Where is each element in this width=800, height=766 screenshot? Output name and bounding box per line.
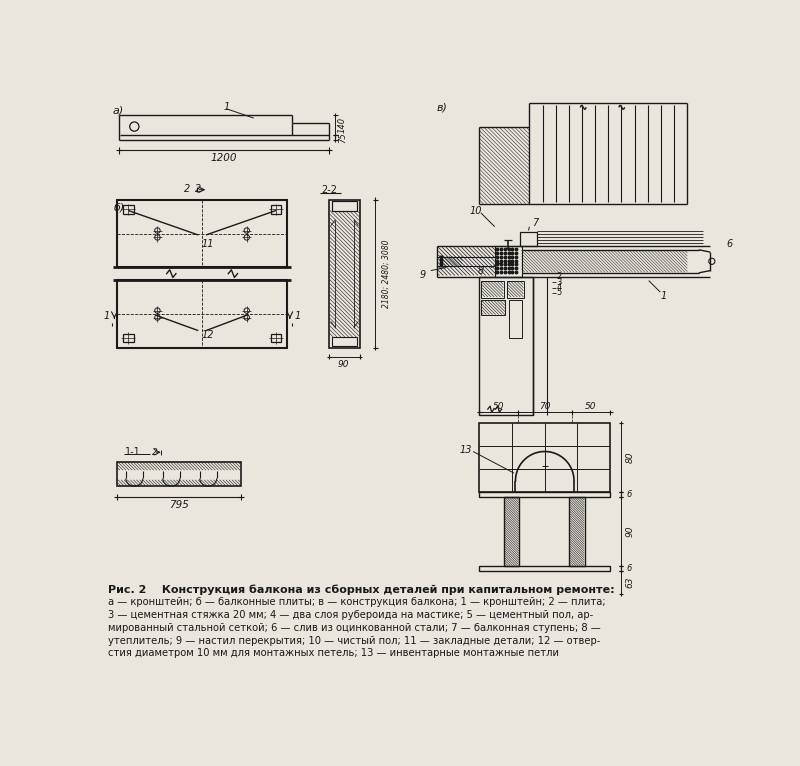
Text: 6: 6 (726, 239, 733, 249)
Text: 140: 140 (338, 117, 346, 133)
Text: 1200: 1200 (210, 153, 238, 163)
Text: 13: 13 (459, 445, 472, 455)
Text: 1: 1 (103, 311, 110, 321)
Text: 4: 4 (557, 283, 562, 292)
Text: 2180; 2480; 3080: 2180; 2480; 3080 (382, 240, 390, 308)
Text: 5: 5 (557, 288, 562, 297)
Text: 90: 90 (626, 525, 634, 537)
Text: 2-2: 2-2 (321, 185, 337, 195)
Text: 2: 2 (183, 184, 190, 194)
Text: Рис. 2    Конструкция балкона из сборных деталей при капитальном ремонте:: Рис. 2 Конструкция балкона из сборных де… (108, 584, 614, 595)
Text: 50: 50 (586, 401, 597, 411)
Text: мированный стальной сеткой; 6 — слив из оцинкованной стали; 7 — балконная ступен: мированный стальной сеткой; 6 — слив из … (108, 623, 601, 633)
Text: 7: 7 (532, 218, 538, 228)
Bar (507, 280, 524, 297)
Bar (504, 497, 519, 566)
Text: 70: 70 (539, 401, 550, 411)
Text: 2: 2 (557, 272, 562, 281)
Bar (570, 497, 585, 566)
Bar (494, 246, 522, 277)
Bar (479, 493, 610, 497)
Text: 9: 9 (420, 270, 426, 280)
Text: 3: 3 (557, 277, 562, 286)
Bar (509, 300, 522, 339)
Text: а — кронштейн; б — балконные плиты; в — конструкция балкона; 1 — кронштейн; 2 — : а — кронштейн; б — балконные плиты; в — … (108, 597, 606, 607)
Bar (118, 280, 287, 348)
Bar (122, 205, 134, 214)
Text: 8: 8 (478, 266, 484, 276)
Bar (479, 277, 534, 415)
Text: а): а) (113, 105, 124, 115)
Text: 795: 795 (169, 499, 189, 509)
Text: 1: 1 (661, 291, 667, 301)
Text: 6: 6 (626, 490, 631, 499)
Bar (118, 462, 241, 486)
Text: 1-1: 1-1 (125, 447, 141, 457)
Bar (479, 423, 610, 493)
Bar (481, 300, 506, 316)
Text: 2: 2 (151, 448, 158, 457)
Text: 50: 50 (493, 401, 504, 411)
Text: 80: 80 (626, 452, 634, 463)
Text: 10: 10 (469, 206, 482, 216)
Bar (481, 280, 504, 297)
Text: 63: 63 (626, 577, 634, 588)
Bar (122, 334, 134, 342)
Text: стия диаметром 10 мм для монтажных петель; 13 — инвентарные монтажные петли: стия диаметром 10 мм для монтажных петел… (108, 648, 559, 658)
Text: 6: 6 (626, 564, 631, 573)
Bar (332, 337, 357, 346)
Text: б): б) (114, 202, 125, 212)
Text: 2: 2 (195, 184, 202, 194)
Bar (118, 200, 287, 267)
Text: 3 — цементная стяжка 20 мм; 4 — два слоя рубероида на мастике; 5 — цементный пол: 3 — цементная стяжка 20 мм; 4 — два слоя… (108, 611, 594, 620)
Bar (270, 205, 282, 214)
Bar (329, 200, 360, 348)
Text: утеплитель; 9 — настил перекрытия; 10 — чистый пол; 11 — закладные детали; 12 — : утеплитель; 9 — настил перекрытия; 10 — … (108, 636, 601, 646)
Bar (270, 334, 282, 342)
Text: 1: 1 (294, 311, 301, 321)
Text: 75: 75 (338, 132, 346, 142)
Text: 1: 1 (224, 102, 230, 112)
Text: 11: 11 (202, 239, 214, 249)
Bar (479, 566, 610, 571)
Text: 12: 12 (202, 330, 214, 340)
Text: 90: 90 (338, 360, 349, 369)
Bar (520, 232, 537, 246)
Bar (332, 201, 357, 211)
Text: в): в) (437, 103, 448, 113)
